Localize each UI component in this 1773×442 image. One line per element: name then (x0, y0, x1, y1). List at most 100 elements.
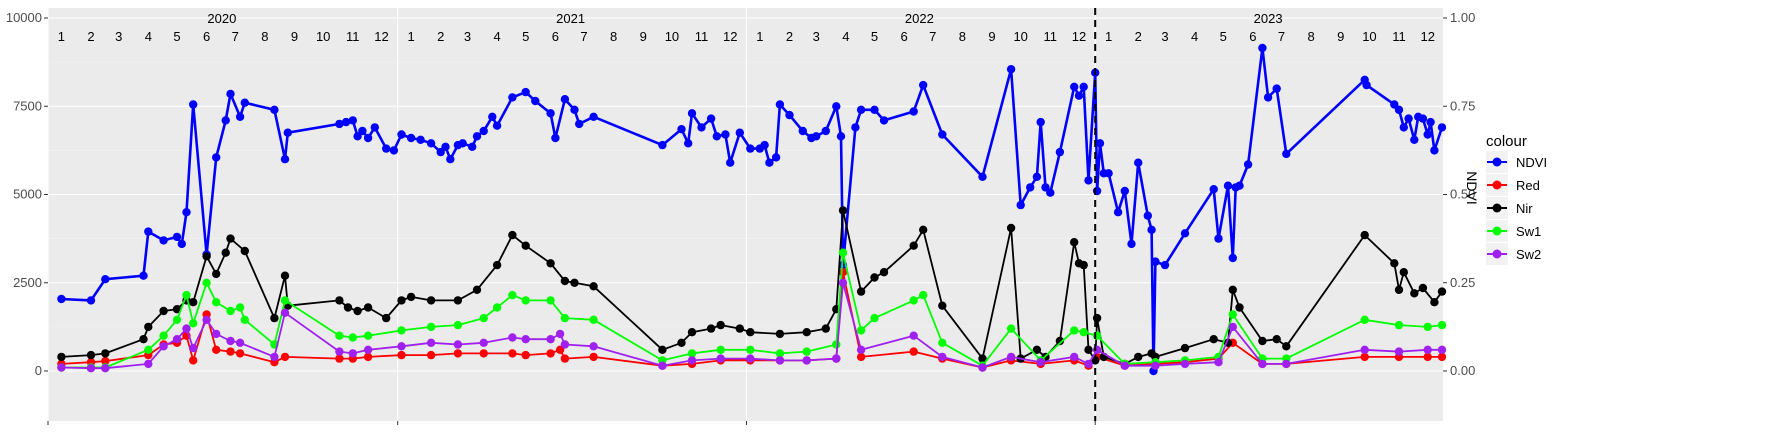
data-point-nir (353, 306, 362, 316)
month-label: 11 (346, 29, 360, 44)
data-point-sw2 (280, 308, 290, 317)
data-point-ndvi (684, 139, 693, 148)
data-point-ndvi (57, 294, 66, 304)
data-point-ndvi (1092, 186, 1102, 196)
data-point-sw2 (235, 338, 245, 347)
data-point-sw2 (1258, 359, 1267, 369)
data-point-nir (775, 329, 785, 339)
data-point-ndvi (270, 105, 279, 115)
month-label: 2 (1135, 29, 1142, 44)
data-point-ndvi (589, 112, 598, 122)
data-point-nir (821, 324, 830, 333)
data-point-sw2 (479, 338, 488, 347)
data-point-sw2 (838, 278, 848, 287)
data-point-sw1 (426, 322, 436, 332)
data-point-ndvi (1410, 135, 1419, 144)
data-point-sw2 (1228, 322, 1238, 332)
month-label: 3 (1161, 29, 1168, 44)
data-point-red (212, 345, 221, 354)
data-point-nir (1032, 345, 1042, 354)
data-point-sw2 (687, 356, 697, 365)
month-label: 8 (1308, 29, 1315, 44)
data-point-ndvi (1235, 181, 1244, 190)
data-point-sw1 (240, 315, 249, 324)
data-point-ndvi (856, 105, 866, 115)
data-point-ndvi (1180, 229, 1190, 238)
data-point-nir (1070, 238, 1079, 247)
data-point-ndvi (1055, 147, 1065, 157)
data-point-ndvi (389, 146, 399, 155)
data-point-ndvi (86, 296, 96, 305)
month-label: 3 (464, 29, 471, 44)
month-label: 5 (522, 29, 529, 44)
data-point-red (479, 349, 488, 358)
data-point-ndvi (226, 89, 235, 99)
data-point-nir (226, 234, 235, 243)
data-point-sw1 (1228, 310, 1238, 319)
data-point-nir (57, 352, 66, 362)
data-point-ndvi (144, 227, 153, 236)
data-point-ndvi (370, 123, 379, 132)
data-point-red (1437, 352, 1447, 362)
data-point-sw2 (1006, 352, 1016, 362)
data-point-nir (870, 273, 879, 282)
data-point-sw2 (1092, 345, 1102, 354)
data-point-ndvi (1214, 234, 1223, 243)
data-point-ndvi (212, 153, 221, 162)
legend-label-nir: Nir (1516, 201, 1533, 216)
data-point-nir (1258, 336, 1267, 346)
data-point-ndvi (851, 123, 860, 132)
data-point-sw1 (909, 296, 918, 305)
data-point-nir (802, 328, 811, 337)
data-point-ndvi (1423, 130, 1432, 139)
data-point-ndvi (1209, 185, 1218, 194)
series-line-sw1 (61, 251, 1443, 369)
data-point-ndvi (468, 142, 477, 151)
data-point-sw1 (280, 296, 290, 305)
data-point-nir (938, 301, 947, 310)
data-point-ndvi (1426, 117, 1435, 127)
data-point-sw2 (1084, 359, 1093, 369)
data-point-nir (687, 328, 697, 337)
data-point-sw1 (453, 320, 463, 330)
data-point-sw2 (189, 343, 198, 353)
data-point-ndvi (760, 140, 769, 150)
data-point-sw1 (479, 313, 488, 323)
month-label: 7 (929, 29, 936, 44)
legend-label-sw1: Sw1 (1516, 224, 1541, 239)
legend-key-point-sw1 (1492, 226, 1502, 236)
plot-panel (48, 8, 1443, 421)
data-point-sw1 (1360, 315, 1369, 324)
data-point-sw2 (521, 335, 530, 344)
year-label: 2023 (1254, 11, 1283, 26)
data-point-sw2 (1180, 359, 1190, 369)
data-point-nir (363, 303, 373, 312)
data-point-sw1 (202, 278, 211, 287)
y-right-tick-label: 0.75 (1450, 98, 1475, 113)
data-point-ndvi (1258, 43, 1267, 53)
data-point-red (546, 349, 555, 358)
data-point-nir (677, 338, 686, 347)
data-point-sw1 (189, 319, 198, 328)
data-point-nir (202, 252, 211, 261)
data-point-red (363, 352, 373, 362)
data-point-sw2 (589, 342, 598, 351)
year-label: 2022 (905, 11, 934, 26)
data-point-ndvi (358, 126, 367, 136)
data-point-ndvi (240, 98, 249, 107)
data-point-sw1 (1079, 328, 1088, 337)
data-point-sw1 (172, 315, 182, 324)
data-point-ndvi (416, 135, 425, 144)
data-point-ndvi (508, 93, 517, 102)
data-point-ndvi (1272, 84, 1281, 93)
data-point-nir (343, 303, 353, 312)
data-point-sw1 (856, 326, 866, 335)
data-point-ndvi (1263, 93, 1273, 102)
data-point-sw2 (909, 331, 918, 340)
data-point-ndvi (1228, 253, 1238, 263)
data-point-sw2 (144, 359, 153, 369)
data-point-red (235, 349, 245, 358)
data-point-red (335, 354, 344, 363)
data-point-nir (382, 313, 391, 323)
data-point-ndvi (1223, 181, 1233, 190)
